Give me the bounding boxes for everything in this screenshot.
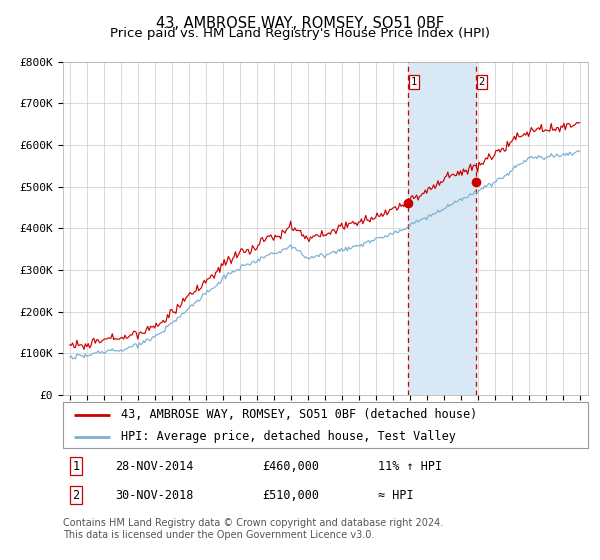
Text: HPI: Average price, detached house, Test Valley: HPI: Average price, detached house, Test…: [121, 430, 455, 443]
Bar: [408, 62, 476, 395]
Text: 1: 1: [411, 77, 417, 87]
Text: £460,000: £460,000: [263, 460, 320, 473]
Text: Price paid vs. HM Land Registry's House Price Index (HPI): Price paid vs. HM Land Registry's House …: [110, 27, 490, 40]
Text: 1: 1: [73, 460, 80, 473]
Text: 28-NOV-2014: 28-NOV-2014: [115, 460, 194, 473]
Text: 2: 2: [73, 488, 80, 502]
Text: £510,000: £510,000: [263, 488, 320, 502]
Text: 2: 2: [479, 77, 485, 87]
Text: ≈ HPI: ≈ HPI: [378, 488, 413, 502]
Text: 43, AMBROSE WAY, ROMSEY, SO51 0BF (detached house): 43, AMBROSE WAY, ROMSEY, SO51 0BF (detac…: [121, 408, 477, 422]
Text: 30-NOV-2018: 30-NOV-2018: [115, 488, 194, 502]
Text: Contains HM Land Registry data © Crown copyright and database right 2024.
This d: Contains HM Land Registry data © Crown c…: [63, 518, 443, 540]
Text: 43, AMBROSE WAY, ROMSEY, SO51 0BF: 43, AMBROSE WAY, ROMSEY, SO51 0BF: [156, 16, 444, 31]
FancyBboxPatch shape: [63, 402, 588, 448]
Text: 11% ↑ HPI: 11% ↑ HPI: [378, 460, 442, 473]
